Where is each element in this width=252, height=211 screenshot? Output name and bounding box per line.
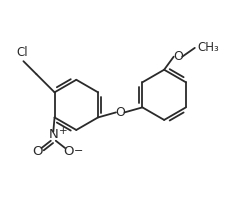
Text: CH₃: CH₃	[197, 41, 218, 54]
Text: O: O	[32, 145, 43, 158]
Text: O: O	[63, 145, 74, 158]
Text: O: O	[172, 50, 182, 63]
Text: Cl: Cl	[16, 46, 28, 59]
Text: +: +	[58, 126, 67, 136]
Text: N: N	[48, 128, 58, 142]
Text: −: −	[74, 146, 83, 156]
Text: O: O	[115, 106, 125, 119]
